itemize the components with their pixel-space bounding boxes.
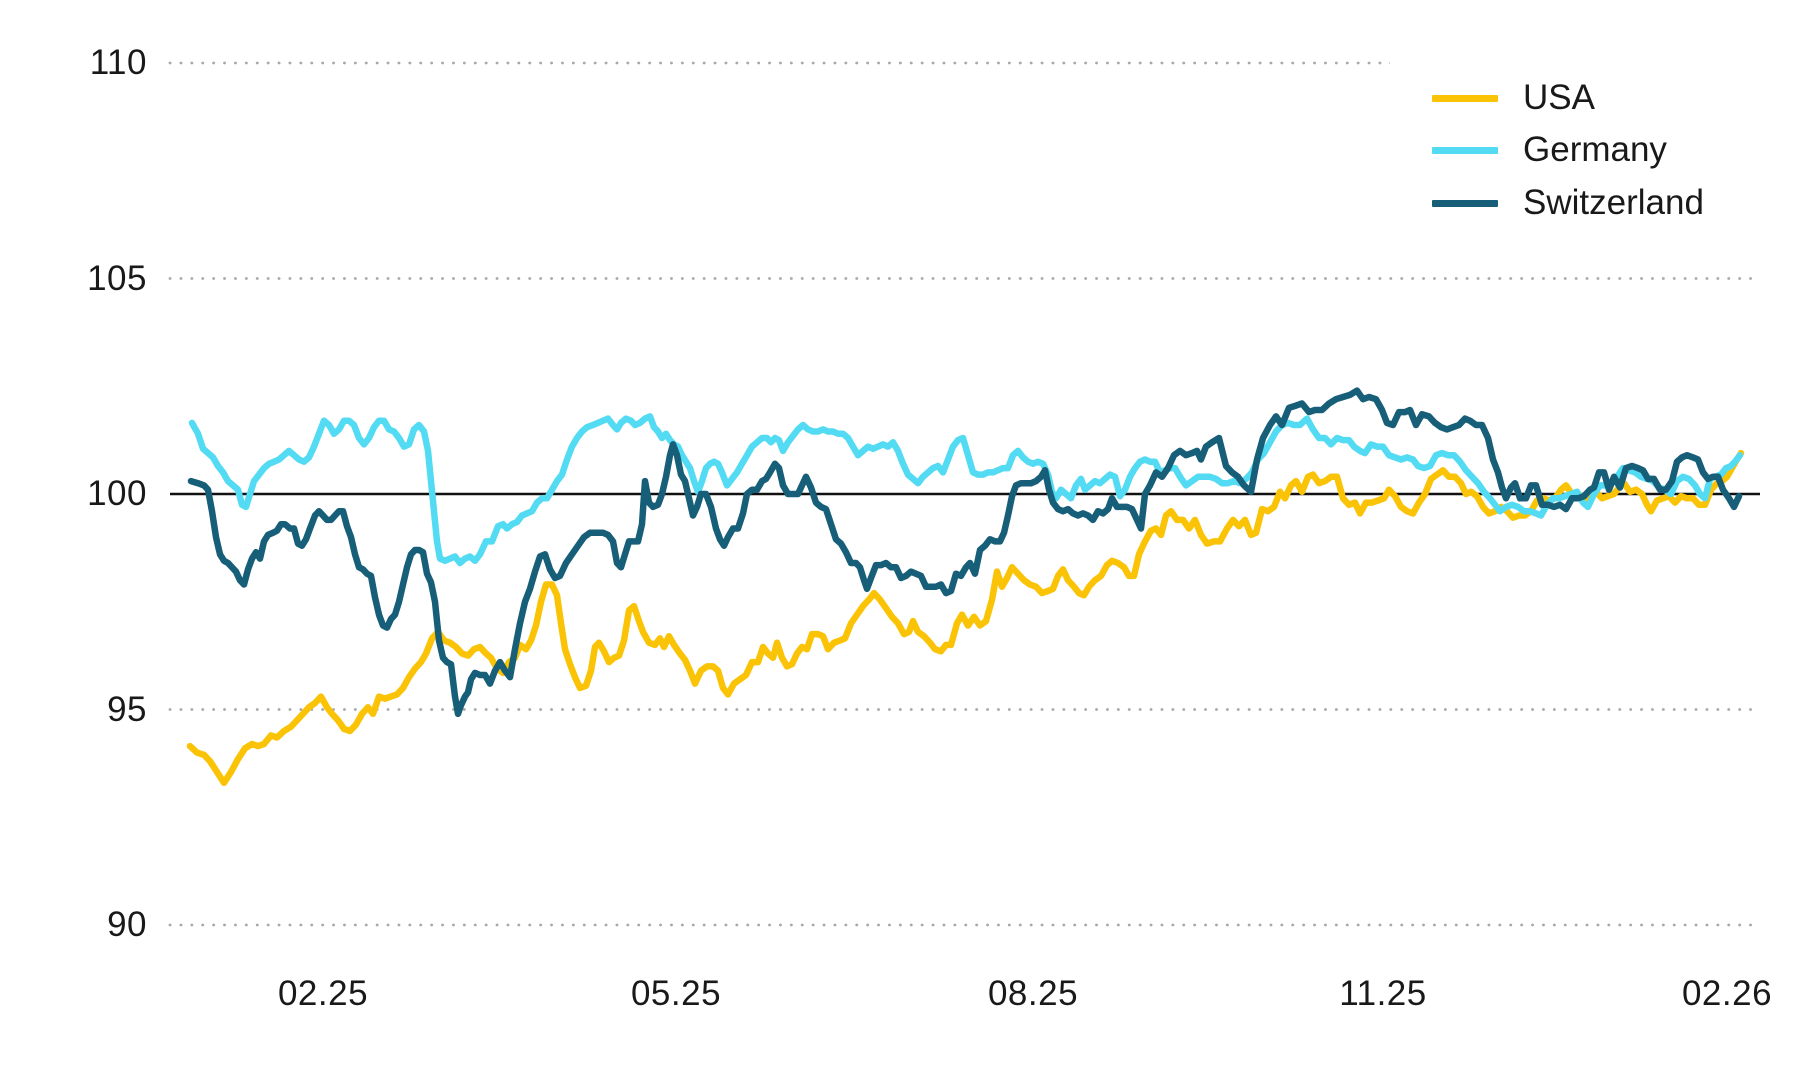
y-axis-label-95: 95 <box>107 689 147 729</box>
legend-item-usa: USA <box>1432 72 1595 124</box>
x-axis-label-02.26: 02.26 <box>1681 974 1773 1013</box>
legend-label-usa: USA <box>1523 78 1595 117</box>
x-axis-label-05.25: 05.25 <box>630 974 722 1013</box>
legend-item-switzerland: Switzerland <box>1432 177 1704 229</box>
x-axis-label-11.25: 11.25 <box>1339 974 1427 1013</box>
legend-swatch-switzerland-icon <box>1432 199 1498 207</box>
legend-swatch-germany-icon <box>1432 146 1498 154</box>
series-usa <box>186 449 1745 787</box>
series-germany <box>188 413 1744 567</box>
y-axis-label-105: 105 <box>87 258 147 298</box>
y-axis-label-100: 100 <box>87 474 147 513</box>
legend-label-switzerland: Switzerland <box>1523 183 1704 222</box>
legend-swatch-usa-icon <box>1432 94 1498 102</box>
legend-item-germany: Germany <box>1432 124 1667 176</box>
legend: USA Germany Switzerland <box>1390 42 1795 238</box>
x-axis-label-02.25: 02.25 <box>277 974 369 1013</box>
series-switzerland <box>187 387 1743 718</box>
x-axis-label-08.25: 08.25 <box>987 974 1079 1013</box>
legend-label-germany: Germany <box>1523 130 1667 169</box>
y-axis-label-110: 110 <box>89 43 147 82</box>
y-axis-label-90: 90 <box>107 905 147 944</box>
